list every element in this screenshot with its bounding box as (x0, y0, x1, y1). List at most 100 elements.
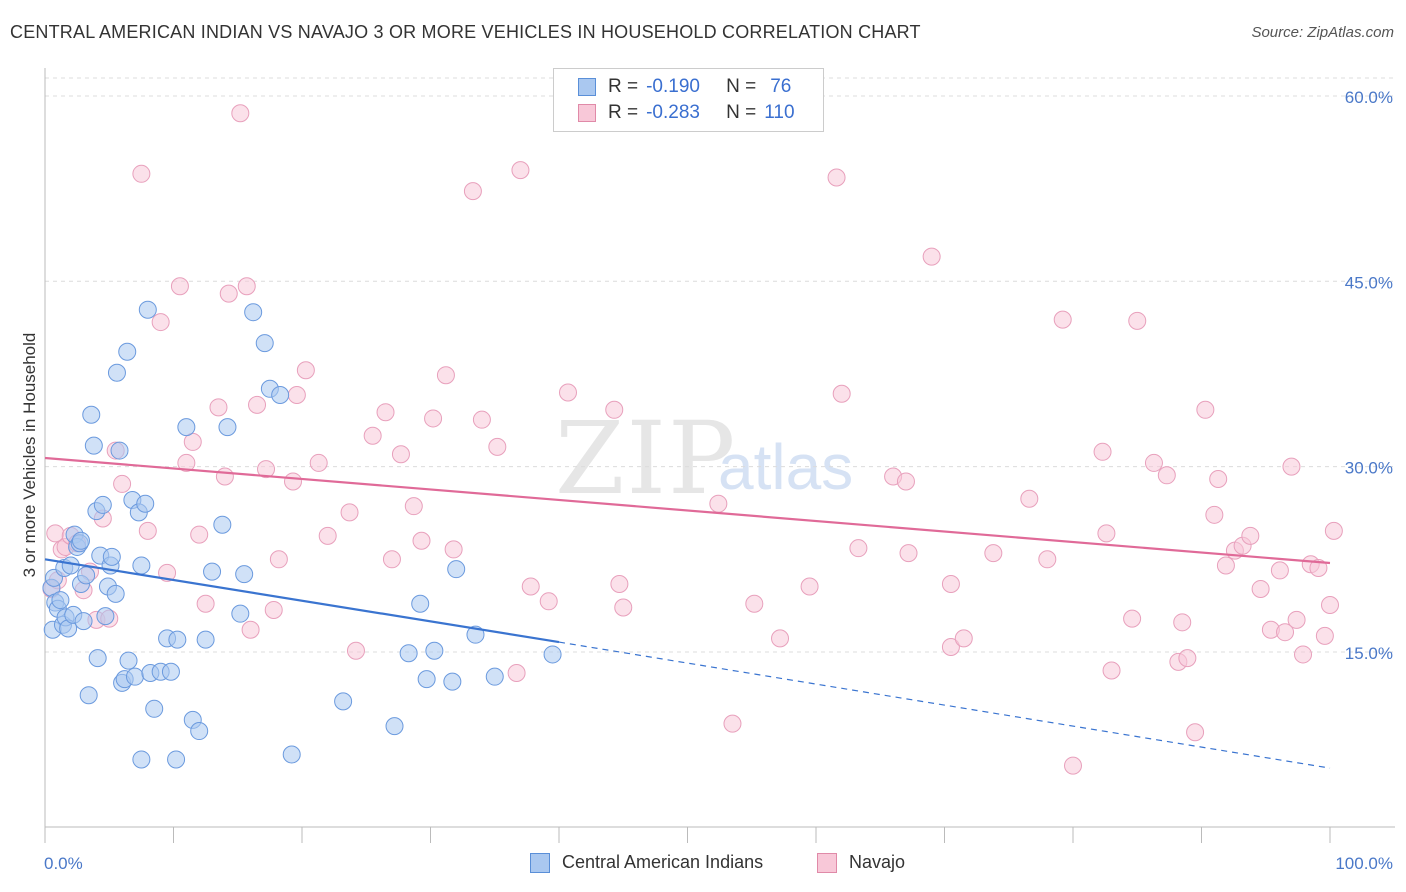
x-tick-label: 100.0% (1335, 854, 1393, 873)
navajo-point (444, 540, 463, 559)
navajo-point (1251, 579, 1270, 598)
navajo-point (472, 410, 491, 429)
correlation-legend: R = -0.190 N = 76 R = -0.283 N = 110 (553, 68, 824, 132)
legend-r-label: R = (608, 76, 639, 97)
navajo-point (158, 563, 177, 582)
central-american-indian-point (244, 303, 263, 322)
legend-row-pink: R = -0.283 N = 110 (578, 101, 795, 125)
central-american-indian-point (110, 441, 129, 460)
y-tick-label: 15.0% (1345, 644, 1393, 663)
navajo-point (1321, 596, 1339, 615)
navajo-point (709, 494, 728, 513)
navajo-point (723, 714, 742, 733)
navajo-point (1123, 609, 1142, 628)
legend-n-label: N = (726, 102, 757, 123)
navajo-point (1196, 400, 1215, 419)
navajo-point (984, 544, 1003, 563)
central-american-indian-point (138, 300, 157, 319)
navajo-point (257, 460, 276, 479)
navajo-point (745, 594, 764, 613)
legend-n-label: N = (726, 76, 757, 97)
navajo-point (340, 503, 359, 522)
bottom-legend-swatch-pink (817, 852, 837, 873)
navajo-point (404, 497, 423, 516)
y-tick-label: 45.0% (1345, 273, 1393, 292)
navajo-point (1020, 489, 1039, 508)
navajo-point (1309, 558, 1328, 577)
central-american-indian-point (447, 560, 466, 579)
navajo-point (539, 592, 558, 611)
navajo-point (1270, 561, 1289, 580)
navajo-point (1053, 310, 1072, 329)
navajo-point (269, 550, 288, 569)
legend-n-value: 110 (764, 102, 795, 123)
central-american-indian-point (231, 604, 250, 623)
trend-line-pink (44, 456, 1331, 565)
y-tick-label: 60.0% (1345, 88, 1393, 107)
central-american-indian-point (543, 645, 562, 664)
navajo-point (1144, 453, 1163, 472)
navajo-point (382, 550, 401, 569)
trend-line-blue (44, 558, 560, 644)
central-american-indian-point (102, 547, 121, 566)
central-american-indian-point (443, 672, 462, 691)
central-american-indian-point (411, 594, 430, 613)
legend-r-value: -0.190 (646, 76, 700, 97)
navajo-point (391, 445, 410, 464)
central-american-indian-point (82, 405, 101, 424)
central-american-indian-point (132, 556, 151, 575)
navajo-point (1209, 469, 1228, 488)
navajo-point (954, 629, 973, 648)
navajo-point (296, 361, 315, 380)
navajo-point (1178, 649, 1197, 668)
central-american-indian-point (177, 418, 196, 437)
navajo-point (463, 182, 482, 201)
navajo-point (922, 247, 941, 266)
navajo-point (771, 629, 790, 648)
navajo-point (363, 426, 382, 445)
central-american-indian-point (168, 630, 187, 649)
trend-lines (44, 456, 1331, 769)
navajo-point (248, 395, 267, 414)
central-american-indian-point (51, 591, 70, 610)
central-american-indian-point (125, 667, 144, 686)
central-american-indian-point (417, 670, 436, 689)
navajo-point (558, 383, 577, 402)
bottom-legend-central-american: Central American Indians (530, 852, 763, 873)
navajo-point (190, 525, 209, 544)
navajo-point (1157, 466, 1176, 485)
central-american-indian-point (385, 717, 404, 736)
central-american-indian-point (96, 607, 115, 626)
navajo-point (1205, 505, 1224, 524)
navajo-point (412, 531, 431, 550)
central-american-indian-point (334, 692, 353, 711)
central-american-indian-point (74, 612, 93, 631)
central-american-indian-point (145, 699, 164, 718)
navajo-point (436, 366, 455, 385)
navajo-point (241, 620, 260, 639)
central-american-indian-point (77, 566, 96, 585)
trend-line-blue-extension (558, 641, 1331, 769)
navajo-point (1064, 756, 1082, 775)
legend-n-value: 76 (770, 76, 792, 97)
navajo-point (1186, 723, 1205, 742)
navajo-point (151, 313, 170, 332)
navajo-point (376, 403, 395, 422)
central-american-indian-point (271, 385, 290, 404)
navajo-point (219, 284, 238, 303)
navajo-point (614, 598, 633, 617)
bottom-legend-swatch-blue (530, 852, 550, 873)
navajo-point (132, 164, 151, 183)
navajo-point (849, 539, 868, 558)
y-axis-title: 3 or more Vehicles in Household (20, 333, 39, 578)
central-american-indian-point (136, 494, 155, 513)
navajo-point (309, 453, 328, 472)
chart-source: Source: ZipAtlas.com (1251, 24, 1394, 41)
navajo-point (170, 277, 189, 296)
navajo-point (209, 398, 228, 417)
x-tick-label: 0.0% (44, 854, 83, 873)
navajo-points (42, 104, 1343, 775)
navajo-point (231, 104, 250, 123)
navajo-point (1093, 442, 1112, 461)
navajo-point (1276, 623, 1295, 642)
